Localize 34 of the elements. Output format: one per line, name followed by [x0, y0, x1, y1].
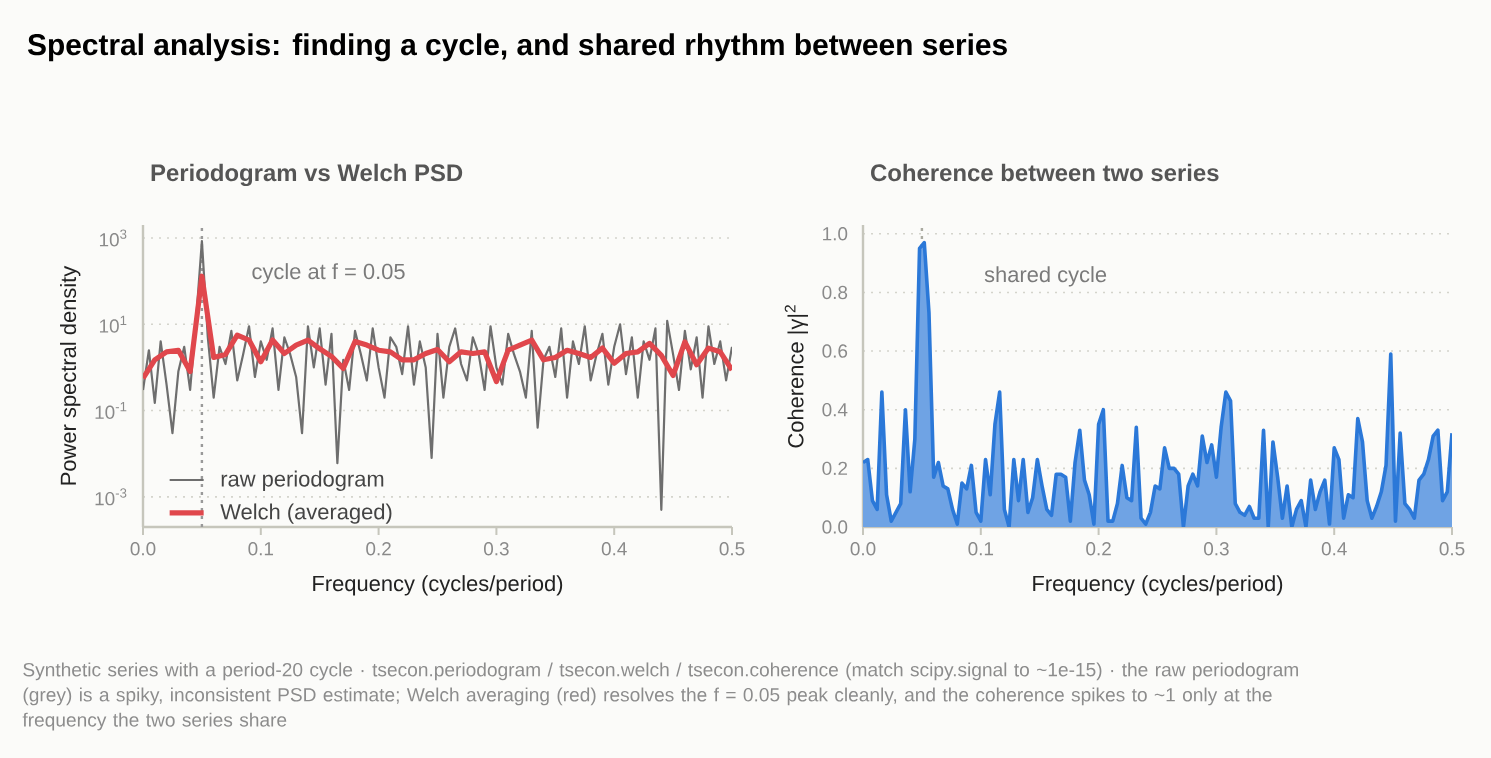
y-tick-label: 0.4 [822, 403, 848, 417]
x-tick-label: 0.0 [130, 542, 156, 556]
y-tick-label: 10$^{3}$ [99, 229, 127, 247]
legend-label: raw periodogram [221, 470, 384, 491]
x-tick-label: 0.2 [366, 542, 391, 556]
text: Synthetic series with a period-20 cycle · tsecon.periodogram / tsecon.welch / tsecon.coherence (match scipy.signal to ~1e-15) · the raw periodogram (grey) is a spiky, inconsistent PSD estimate; Welch averaging (red) resolves the f = 0.05 peak cleanly, and the coherence spikes to ~1 only at the frequency the two series share [22, 662, 1298, 731]
x-tick-label: 0.3 [1204, 542, 1229, 556]
annotation: cycle at f = 0.05 [252, 263, 405, 284]
x-tick-label: 0.4 [601, 542, 627, 556]
y-axis-title: Power spectral density [60, 265, 81, 485]
x-tick-label: 0.4 [1321, 542, 1347, 556]
x-tick-label: 0.2 [1086, 542, 1111, 556]
annotation: shared cycle [984, 266, 1107, 287]
y-tick-label: 10$^{-1}$ [95, 402, 127, 420]
y-tick-label: 0.2 [822, 461, 848, 476]
y-axis-title: Coherence |γ|$^{2}$ [784, 305, 808, 448]
x-tick-label: 0.3 [483, 542, 509, 556]
y-tick-label: 10$^{1}$ [99, 315, 127, 333]
y-tick-label: 1.0 [823, 227, 848, 241]
x-axis-title: Frequency (cycles/period) [1033, 575, 1283, 596]
x-axis-title: Frequency (cycles/period) [313, 575, 563, 596]
x-tick-label: 0.5 [1439, 542, 1465, 556]
chart-title: Periodogram vs Welch PSD [151, 163, 463, 187]
y-tick-label: 10$^{-3}$ [95, 488, 127, 506]
x-tick-label: 0.1 [248, 542, 274, 556]
x-tick-label: 0.1 [968, 542, 994, 556]
x-tick-label: 0.0 [850, 542, 876, 556]
y-tick-label: 0.0 [822, 520, 848, 534]
y-tick-label: 0.6 [822, 344, 848, 358]
text: Spectral analysis: finding a cycle, and shared rhythm between series [27, 33, 1007, 62]
chart-title: Coherence between two series [871, 163, 1219, 182]
x-tick-label: 0.5 [719, 542, 745, 556]
legend-label: Welch (averaged) [220, 503, 392, 524]
y-tick-label: 0.8 [822, 285, 848, 300]
